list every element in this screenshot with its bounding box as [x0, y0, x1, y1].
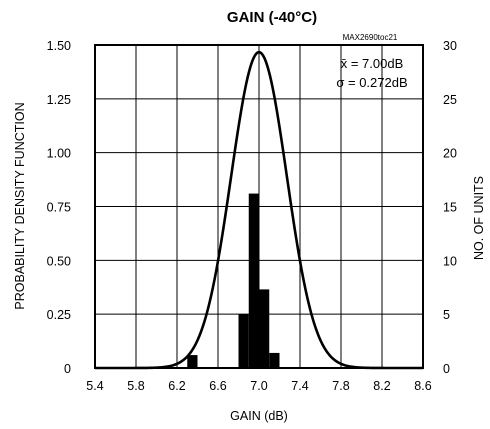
chart-title: GAIN (-40°C)	[227, 9, 317, 26]
right-y-tick-label: 30	[443, 39, 457, 53]
x-tick-label: 8.6	[414, 379, 431, 393]
x-tick-label: 5.8	[127, 379, 144, 393]
histogram-bar	[187, 355, 197, 368]
x-tick-labels: 5.4 5.8 6.2 6.6 7.0 7.4 7.8 8.2 8.6	[86, 379, 431, 393]
sigma-annotation: σ = 0.272dB	[336, 75, 407, 90]
x-axis-label: GAIN (dB)	[230, 409, 288, 423]
right-y-tick-label: 5	[443, 308, 450, 322]
left-y-tick-label: 1.25	[47, 93, 71, 107]
x-tick-label: 7.8	[332, 379, 349, 393]
chart-watermark: MAX2690toc21	[343, 33, 398, 42]
x-tick-label: 7.4	[291, 379, 308, 393]
left-y-tick-label: 1.50	[47, 39, 71, 53]
left-y-tick-label: 0.75	[47, 201, 71, 215]
left-y-tick-labels: 0 0.25 0.50 0.75 1.00 1.25 1.50	[47, 39, 71, 376]
left-y-tick-label: 0.25	[47, 308, 71, 322]
right-y-tick-label: 20	[443, 147, 457, 161]
right-y-tick-label: 25	[443, 93, 457, 107]
left-y-tick-label: 0	[64, 362, 71, 376]
x-tick-label: 8.2	[373, 379, 390, 393]
left-y-tick-label: 0.50	[47, 254, 71, 268]
right-y-tick-label: 10	[443, 254, 457, 268]
x-tick-label: 7.0	[250, 379, 267, 393]
x-tick-label: 6.2	[168, 379, 185, 393]
right-y-tick-label: 0	[443, 362, 450, 376]
mean-annotation: x̄ = 7.00dB	[341, 56, 404, 71]
histogram-bar	[249, 194, 259, 368]
right-y-axis-label: NO. OF UNITS	[472, 176, 486, 260]
left-y-tick-label: 1.00	[47, 147, 71, 161]
histogram-bars	[187, 194, 279, 368]
histogram-bar	[269, 353, 279, 368]
histogram-bar	[259, 289, 269, 368]
right-y-tick-label: 15	[443, 201, 457, 215]
x-tick-label: 6.6	[209, 379, 226, 393]
histogram-bar	[239, 314, 249, 368]
right-y-tick-labels: 0 5 10 15 20 25 30	[443, 39, 457, 376]
x-tick-label: 5.4	[86, 379, 103, 393]
left-y-axis-label: PROBABILITY DENSITY FUNCTION	[13, 102, 27, 309]
